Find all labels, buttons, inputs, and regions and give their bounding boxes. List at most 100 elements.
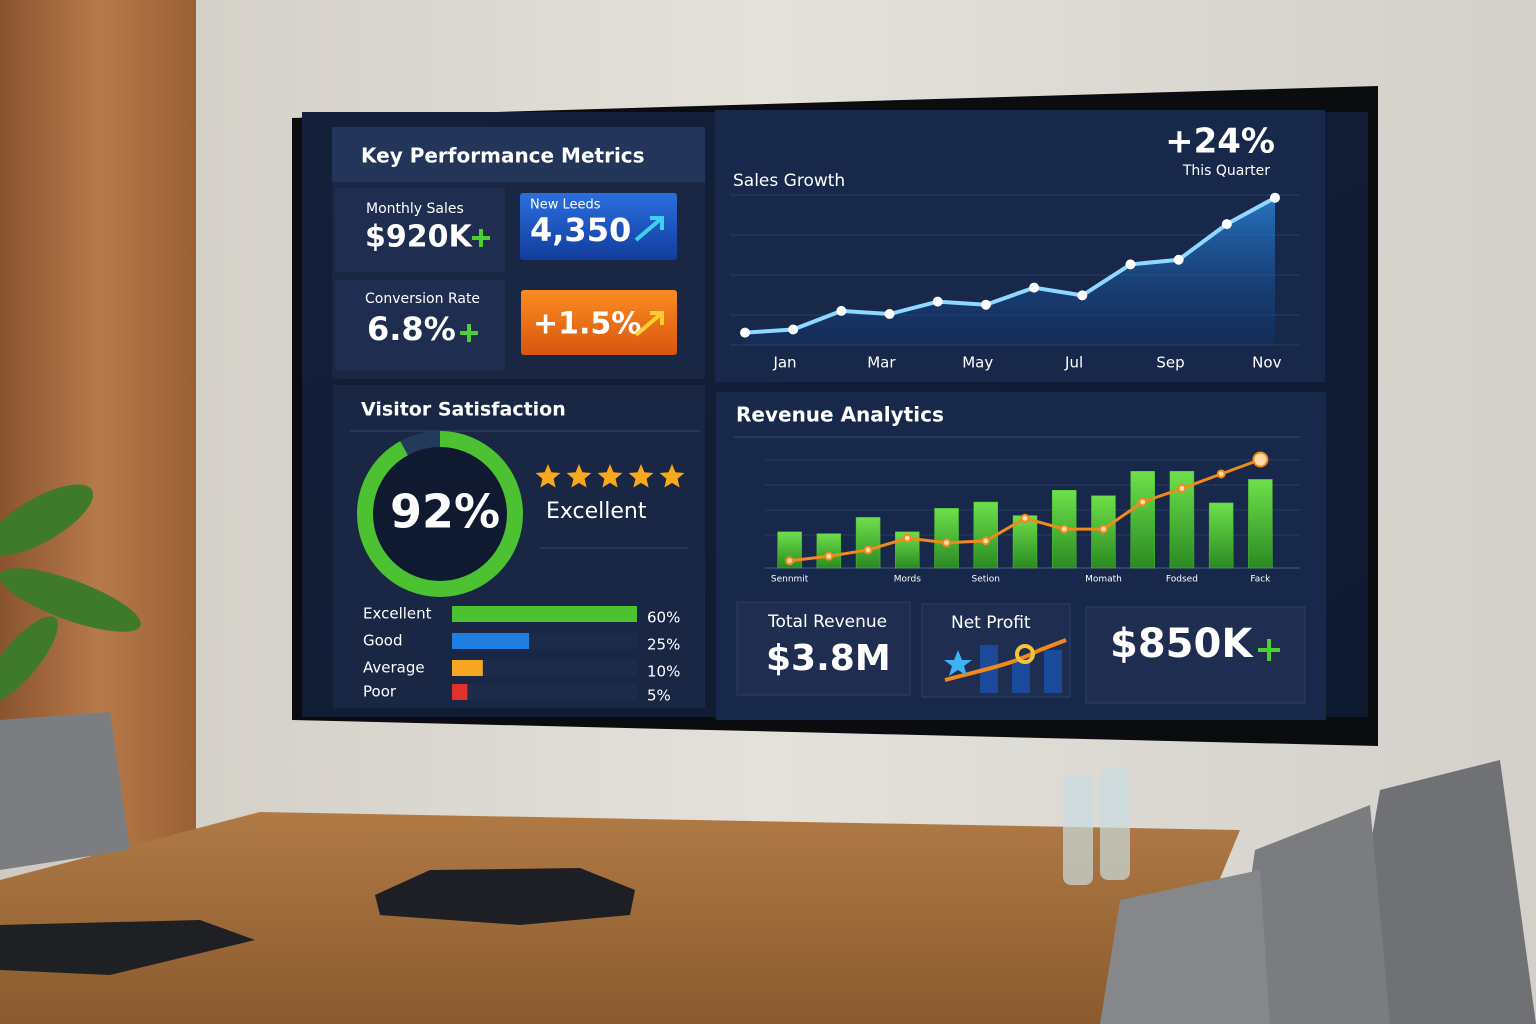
value-label: 25% bbox=[647, 636, 680, 654]
point bbox=[740, 327, 750, 338]
speakerphone bbox=[375, 868, 635, 925]
gauge-label: 92% bbox=[390, 485, 500, 539]
x-tick-label: Momath bbox=[1085, 575, 1122, 585]
bar bbox=[1130, 471, 1155, 569]
trend-point bbox=[981, 536, 991, 546]
bar bbox=[1208, 502, 1234, 569]
revenue-chart: Sennmit Mords Setion Momath Fodsed Fack bbox=[771, 451, 1273, 585]
value-label: 5% bbox=[647, 687, 671, 705]
x-tick-label: Jan bbox=[772, 354, 796, 372]
gauge-arc bbox=[357, 431, 523, 597]
x-tick-label: Sep bbox=[1156, 354, 1184, 372]
chair bbox=[1340, 760, 1536, 1024]
bar bbox=[452, 660, 483, 676]
trend-point bbox=[1252, 451, 1269, 468]
sales-chart: Jan Mar May Jul Sep Nov bbox=[740, 192, 1282, 372]
trend-point bbox=[785, 556, 795, 566]
bar-label: Poor bbox=[363, 683, 397, 701]
x-tick-label: Nov bbox=[1252, 354, 1281, 372]
kpi-header bbox=[332, 127, 705, 182]
bar bbox=[452, 684, 468, 700]
point bbox=[1221, 219, 1232, 230]
x-tick-label: Setion bbox=[972, 575, 1001, 585]
value-label: 10% bbox=[647, 663, 680, 681]
bar bbox=[452, 606, 637, 622]
summary-label: Total Revenue bbox=[767, 612, 887, 632]
kpi-value: 6.8% bbox=[367, 310, 456, 348]
trend-arrow bbox=[634, 216, 664, 242]
change-value: +24% bbox=[1165, 122, 1275, 162]
star bbox=[659, 464, 685, 488]
x-tick-label: Fack bbox=[1250, 575, 1271, 585]
kpi-tile bbox=[520, 193, 677, 260]
kpi-label: Conversion Rate bbox=[365, 291, 480, 307]
point bbox=[1029, 282, 1040, 293]
bar-label: Excellent bbox=[363, 605, 432, 623]
folder bbox=[0, 920, 255, 975]
trend-arrow bbox=[634, 311, 664, 337]
summary-tile bbox=[736, 601, 911, 696]
bar-label: Average bbox=[363, 659, 425, 677]
track bbox=[452, 660, 637, 676]
bottle bbox=[1100, 768, 1130, 880]
kpi-value: +1.5% bbox=[533, 307, 641, 342]
summary-value: $3.8M bbox=[766, 638, 891, 679]
x-tick-label: Sennmit bbox=[771, 575, 809, 585]
rating: Excellent bbox=[546, 499, 647, 524]
kpi-value: 4,350 bbox=[530, 211, 631, 249]
trend-point bbox=[1216, 469, 1226, 479]
point bbox=[932, 296, 943, 307]
x-tick-label: Mords bbox=[894, 575, 922, 585]
chair bbox=[1100, 870, 1270, 1024]
kpi-label: Monthly Sales bbox=[366, 201, 464, 217]
up-icons bbox=[460, 229, 1280, 661]
trend-point bbox=[824, 551, 834, 561]
plant bbox=[0, 484, 141, 704]
trend-point bbox=[1098, 524, 1108, 534]
x-tick-label: Mar bbox=[867, 354, 896, 372]
star bbox=[597, 464, 623, 488]
kpi-tile bbox=[521, 290, 677, 355]
wood-panel bbox=[0, 0, 196, 850]
point bbox=[980, 299, 991, 310]
trend-point bbox=[863, 545, 873, 555]
satisfaction-bars: Excellent 60% Good 25% Average 10% Poor 5% bbox=[357, 431, 685, 705]
value-label: 60% bbox=[647, 609, 680, 627]
bar bbox=[452, 633, 530, 649]
kpi-value: $920K bbox=[365, 220, 473, 255]
bar bbox=[855, 517, 881, 569]
bottle bbox=[1063, 775, 1093, 885]
trend-point bbox=[902, 533, 912, 543]
bar bbox=[1248, 479, 1273, 569]
point bbox=[1270, 192, 1280, 203]
trend-point bbox=[1059, 524, 1069, 534]
chart-title: Revenue Analytics bbox=[736, 403, 944, 427]
track bbox=[452, 684, 637, 700]
change-label: This Quarter bbox=[1182, 163, 1270, 179]
chart-title: Sales Growth bbox=[733, 171, 845, 191]
x-tick-label: May bbox=[962, 354, 993, 372]
x-tick-label: Jul bbox=[1064, 354, 1083, 372]
star bbox=[566, 464, 592, 488]
star bbox=[628, 464, 654, 488]
panel-title: Visitor Satisfaction bbox=[361, 399, 566, 421]
profit-icon bbox=[944, 638, 1067, 693]
chair bbox=[0, 712, 130, 870]
point bbox=[788, 324, 799, 335]
point bbox=[884, 309, 895, 319]
bar bbox=[816, 533, 842, 569]
bar bbox=[934, 508, 959, 569]
summary-value: $850K bbox=[1110, 621, 1254, 667]
kpi-tile bbox=[335, 188, 505, 272]
kpi-label: New Leeds bbox=[530, 198, 601, 213]
star bbox=[535, 464, 561, 488]
trend-point bbox=[1177, 483, 1187, 493]
point bbox=[1125, 259, 1136, 270]
table bbox=[0, 812, 1240, 1024]
chair bbox=[1230, 805, 1390, 1024]
summary-label: Net Profit bbox=[951, 613, 1031, 633]
trend-point bbox=[1020, 513, 1030, 523]
point bbox=[1173, 254, 1184, 265]
point bbox=[1077, 290, 1088, 301]
